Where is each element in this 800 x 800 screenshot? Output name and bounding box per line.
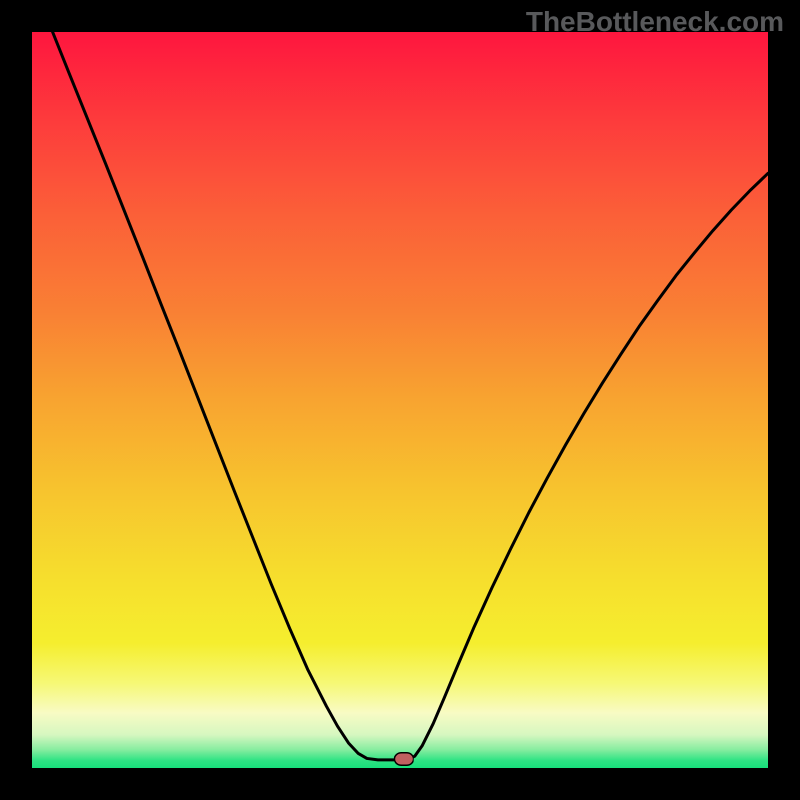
watermark-text: TheBottleneck.com <box>526 6 784 38</box>
bottleneck-curve <box>32 32 768 768</box>
plot-area <box>32 32 768 768</box>
chart-frame: TheBottleneck.com <box>0 0 800 800</box>
optimal-point-marker <box>393 752 414 766</box>
